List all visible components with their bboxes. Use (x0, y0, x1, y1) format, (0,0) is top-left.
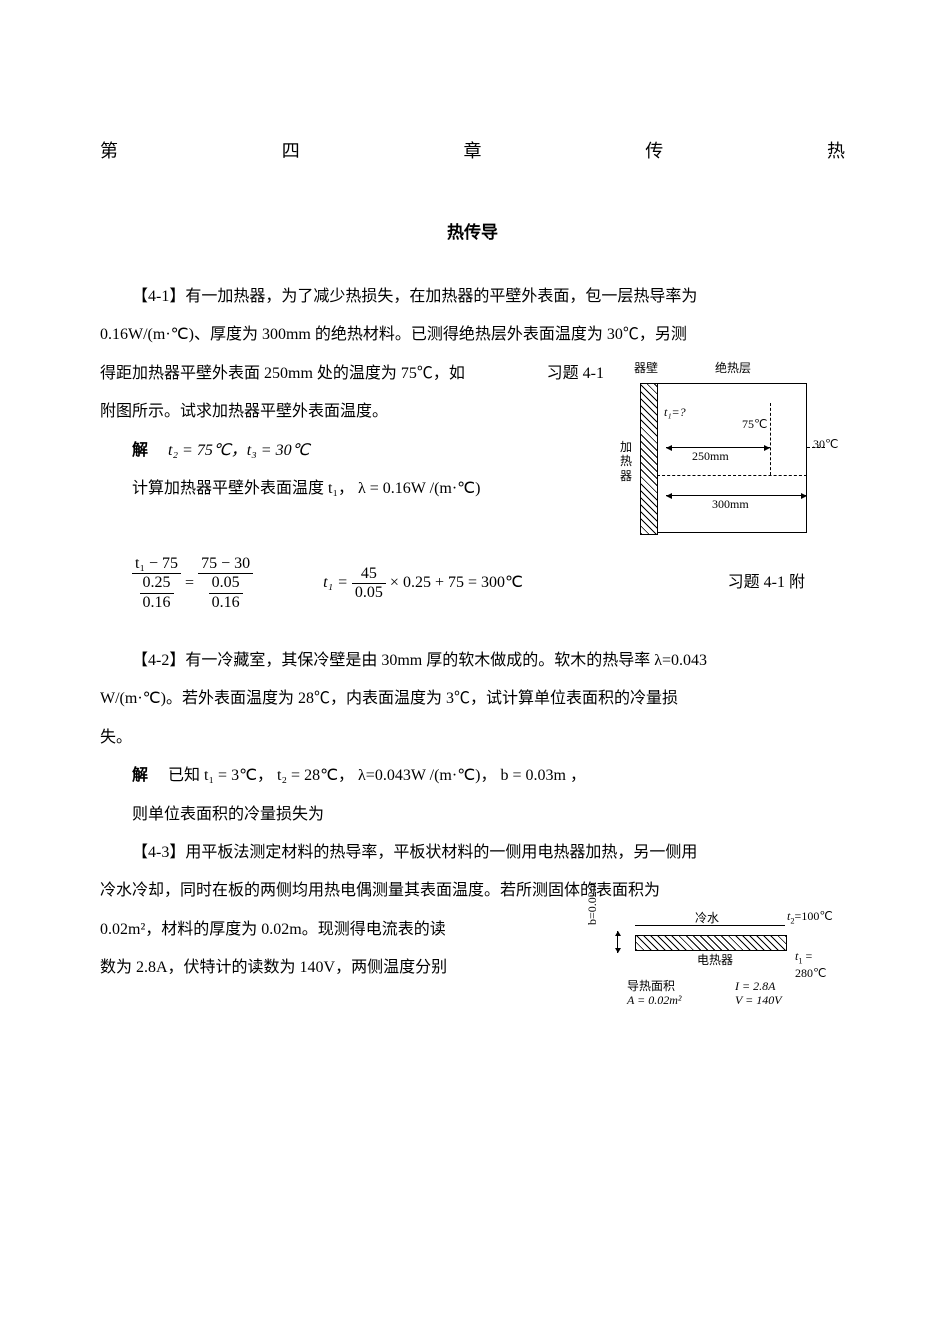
fig41-t1-label: t₁=? (664, 405, 686, 419)
chapter-title-char: 章 (464, 130, 482, 173)
solution-4-2-then: 则单位表面积的冷量损失为 (100, 796, 845, 834)
fig41-dim-250-label: 250mm (692, 449, 729, 463)
fig41-dim-300-label: 300mm (712, 497, 749, 511)
fig41-dashed-line (770, 403, 771, 475)
chapter-title: 第 四 章 传 热 (100, 130, 845, 173)
fig43-area-label: 导热面积 A = 0.02m² (627, 979, 681, 1008)
solution-4-2-given: 已知 t₁ = 3℃， t₂ = 28℃， λ=0.043W /(m·℃)， b… (168, 767, 586, 784)
figure-4-1-caption-suffix: 习题 4-1 附 (728, 564, 845, 602)
fig41-dim-250 (666, 447, 770, 448)
equation-4-1: t₁ − 75 0.25 0.16 = 75 − 30 0.05 0.16 (100, 555, 845, 612)
fig41-heater-label: 加热器 (620, 440, 636, 483)
chapter-title-char: 第 (100, 130, 118, 173)
fig43-slab-hatch (635, 935, 787, 951)
problem-4-3-line: 【4-3】用平板法测定材料的热导率，平板状材料的一侧用电热器加热，另一侧用 (100, 834, 845, 872)
problem-4-3-line: 冷水冷却，同时在板的两侧均用热电偶测量其表面温度。若所测固体的表面积为 (100, 872, 845, 910)
chapter-title-char: 四 (282, 130, 300, 173)
fig43-thickness-label: b=0.02m (585, 882, 599, 925)
fig43-iv-label: I = 2.8A V = 140V (735, 979, 782, 1008)
fig43-thickness-dim (617, 931, 618, 953)
solution-4-1-given: t₂ = 75℃，t₃ = 30℃ (168, 442, 310, 459)
problem-4-2-line: W/(m·℃)。若外表面温度为 28℃，内表面温度为 3℃，试计算单位表面积的冷… (100, 680, 845, 718)
problem-4-1-text: 得距加热器平壁外表面 250mm 处的温度为 75℃，如 (100, 365, 465, 382)
chapter-title-char: 传 (645, 130, 663, 173)
figure-4-1-caption-part: 习题 4-1 (547, 355, 610, 393)
section-title: 热传导 (100, 213, 845, 254)
fig41-wall-label: 器壁 (634, 361, 658, 375)
figure-4-1: 器壁 绝热层 加热器 t₁=? 75℃ 250mm 30℃ 300mm (620, 355, 845, 545)
fig43-heater-label: 电热器 (697, 953, 733, 967)
fig41-dashed-line (657, 475, 807, 476)
solution-label: 解 (100, 442, 164, 459)
solution-label: 解 (100, 767, 164, 784)
fig41-dim-300 (666, 495, 807, 496)
fig41-30c-label: 30℃ (813, 437, 838, 451)
fig43-t1-label: t1 = 280℃ (795, 949, 845, 981)
solution-4-2-line: 解 已知 t₁ = 3℃， t₂ = 28℃， λ=0.043W /(m·℃)，… (100, 757, 845, 795)
equation-rhs: t₁ = 45 0.05 × 0.25 + 75 = 300℃ (323, 564, 523, 602)
fig41-wall-hatch (640, 383, 658, 535)
equation-lhs: t₁ − 75 0.25 0.16 = 75 − 30 0.05 0.16 (132, 555, 253, 612)
problem-4-2-line: 失。 (100, 719, 845, 757)
problem-4-1-line: 0.16W/(m·℃)、厚度为 300mm 的绝热材料。已测得绝热层外表面温度为… (100, 316, 845, 354)
fig41-insulation-label: 绝热层 (715, 361, 751, 375)
fig41-75c-label: 75℃ (742, 417, 767, 431)
figure-4-3: 冷水 t2=100℃ 电热器 t1 = 280℃ b=0.02m 导热面积 A … (585, 917, 845, 1027)
fig43-cold-label: 冷水 (695, 911, 719, 925)
problem-4-2-line: 【4-2】有一冷藏室，其保冷壁是由 30mm 厚的软木做成的。软木的热导率 λ=… (100, 642, 845, 680)
fig43-t2-label: t2=100℃ (787, 909, 833, 926)
chapter-title-char: 热 (827, 130, 845, 173)
problem-4-1-line: 【4-1】有一加热器，为了减少热损失，在加热器的平壁外表面，包一层热导率为 (100, 278, 845, 316)
